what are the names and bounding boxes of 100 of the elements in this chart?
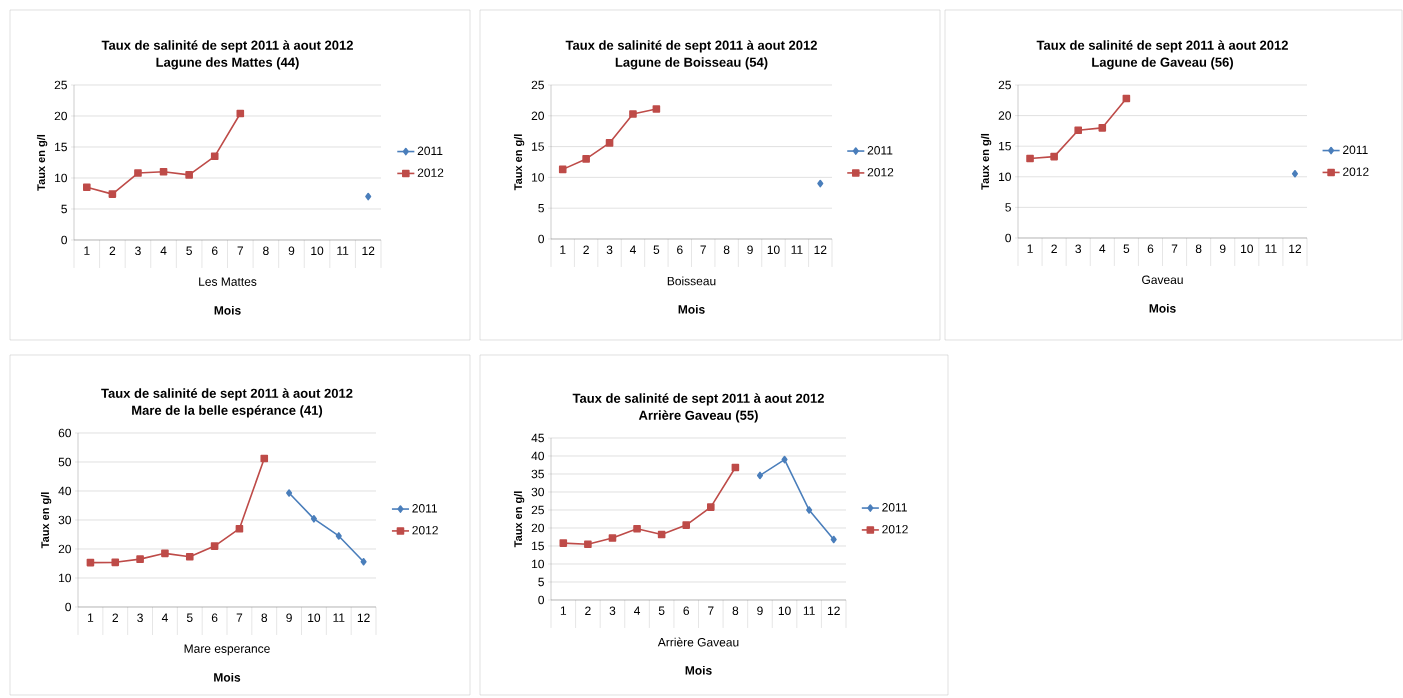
y-tick-label: 20 [58, 544, 72, 554]
y-axis-title: Taux en g/l [36, 134, 48, 191]
legend-label: 2011 [412, 504, 438, 513]
x-tick-label: 10 [1241, 244, 1253, 254]
point [210, 542, 219, 550]
x-tick-label: 5 [186, 613, 193, 622]
legend-label: 2012 [412, 525, 438, 535]
y-tick-label: 15 [55, 142, 67, 152]
x-tick-label: 6 [1147, 244, 1154, 254]
legend-label: 2011 [882, 503, 907, 512]
x-tick-label: 9 [288, 246, 295, 256]
y-tick-label: 30 [531, 487, 545, 497]
point [1050, 152, 1058, 161]
legend-label: 2012 [882, 524, 908, 534]
x-tick-label: 12 [1289, 244, 1302, 253]
y-tick-label: 15 [532, 142, 544, 151]
y-tick-label: 40 [58, 486, 72, 496]
y-tick-label: 30 [58, 515, 72, 525]
y-tick-label: 15 [532, 541, 544, 551]
legend-label: 2011 [417, 146, 443, 156]
x-tick-label: 10 [308, 613, 321, 623]
text: Arrière Gaveau [657, 637, 739, 647]
x-tick-label: 8 [261, 613, 268, 623]
chart-title: Taux de salinité de sept 2011 à aout 2012 [565, 40, 817, 53]
x-tick-label: 2 [112, 613, 118, 622]
x-tick-label: 4 [160, 246, 167, 255]
point [1074, 126, 1083, 135]
chart-title: Taux de salinité de sept 2011 à aout 2012 [101, 40, 353, 53]
y-tick-label: 10 [532, 559, 545, 569]
y-tick-label: 10 [55, 173, 68, 183]
text: Mare esperance [184, 644, 270, 656]
point [817, 179, 824, 188]
y-tick-label: 35 [531, 469, 544, 479]
x-axis-title: Mois [214, 305, 241, 315]
point [1098, 124, 1107, 132]
x-tick-label: 4 [634, 606, 641, 615]
y-axis-title: Taux en g/l [40, 492, 52, 549]
y-tick-label: 0 [61, 235, 68, 245]
x-tick-label: 5 [653, 245, 660, 254]
y-tick-label: 0 [538, 595, 545, 605]
point [707, 503, 715, 511]
point [629, 110, 637, 118]
point [185, 553, 194, 561]
x-tick-label: 4 [161, 613, 168, 622]
point [682, 521, 691, 529]
point [605, 139, 614, 147]
legend-label: 2012 [867, 167, 894, 177]
legend-label: 2011 [867, 146, 893, 155]
point [652, 105, 661, 113]
x-tick-label: 4 [629, 245, 636, 254]
point [136, 555, 144, 563]
y-tick-label: 20 [998, 111, 1012, 120]
chart-subtitle: Arrière Gaveau (55) [638, 410, 758, 423]
point [260, 454, 269, 463]
y-axis-title: Taux en g/l [513, 134, 525, 191]
x-tick-label: 3 [135, 246, 141, 256]
point [1291, 169, 1299, 178]
point [806, 506, 813, 514]
x-tick-label: 2 [109, 246, 116, 255]
point [335, 532, 342, 540]
x-tick-label: 7 [236, 613, 243, 622]
y-tick-label: 15 [999, 142, 1011, 151]
legend-label: 2012 [1343, 167, 1369, 176]
y-tick-label: 20 [54, 111, 68, 121]
legend-label: 2011 [1343, 145, 1368, 155]
x-tick-label: 6 [211, 246, 218, 256]
y-tick-label: 10 [999, 172, 1012, 182]
x-tick-label: 12 [362, 246, 375, 255]
y-tick-label: 5 [61, 204, 67, 214]
point [830, 535, 837, 544]
point [558, 165, 567, 174]
point [286, 489, 293, 497]
x-tick-label: 12 [357, 613, 370, 622]
y-axis-title: Taux en g/l [513, 491, 525, 548]
point [161, 549, 169, 558]
point [111, 558, 120, 567]
x-tick-label: 8 [1195, 244, 1202, 254]
y-tick-label: 20 [531, 523, 545, 533]
text: Gaveau [1142, 275, 1183, 285]
x-axis-title: Mois [1149, 303, 1176, 313]
x-tick-label: 8 [723, 245, 730, 255]
x-tick-label: 1 [560, 606, 567, 615]
y-tick-label: 20 [531, 111, 545, 121]
x-tick-label: 2 [1051, 244, 1057, 253]
chart-subtitle: Lagune de Boisseau (54) [615, 57, 768, 70]
x-tick-label: 7 [708, 606, 714, 615]
x-tick-label: 3 [606, 245, 613, 255]
x-tick-label: 3 [137, 613, 143, 623]
point [1026, 154, 1034, 163]
chart-subtitle: Lagune de Gaveau (56) [1092, 57, 1234, 70]
x-tick-label: 3 [1075, 244, 1082, 254]
x-tick-label: 11 [1265, 244, 1277, 253]
point [633, 524, 641, 533]
y-tick-label: 25 [531, 80, 544, 90]
x-tick-label: 12 [827, 606, 840, 615]
chart-title: Taux de salinité de sept 2011 à aout 2012 [1036, 40, 1288, 53]
x-tick-label: 9 [286, 613, 292, 623]
x-tick-label: 9 [1219, 244, 1226, 254]
point [360, 557, 367, 566]
text: Boisseau [667, 276, 716, 286]
